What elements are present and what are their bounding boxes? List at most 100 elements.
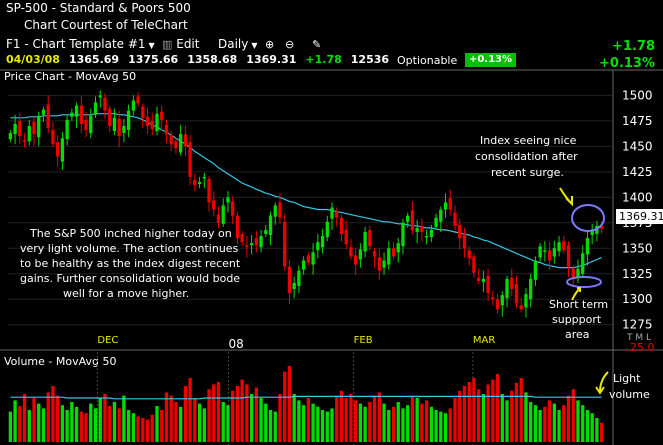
candle-body bbox=[529, 278, 533, 300]
candle-body bbox=[178, 134, 183, 153]
candle-body bbox=[391, 248, 396, 257]
candle-body bbox=[197, 182, 202, 185]
candle-body bbox=[216, 214, 221, 223]
candle-body bbox=[434, 217, 438, 227]
volume-bar bbox=[458, 390, 462, 442]
candle-body bbox=[476, 277, 481, 281]
candle-body bbox=[273, 205, 277, 217]
candle-body bbox=[188, 142, 192, 177]
volume-bar bbox=[495, 374, 500, 442]
volume-bar bbox=[571, 389, 575, 442]
y-tick-label: 1475 bbox=[622, 114, 653, 128]
x-tick-label: DEC bbox=[97, 335, 118, 346]
note-line: Short term bbox=[549, 298, 608, 311]
volume-bar bbox=[330, 408, 334, 442]
volume-bar bbox=[46, 392, 50, 442]
candle-body bbox=[126, 110, 131, 131]
volume-bar bbox=[283, 371, 287, 442]
volume-bar bbox=[117, 408, 121, 442]
candle-body bbox=[491, 297, 495, 300]
volume-bar bbox=[420, 403, 424, 442]
chart-title: SP-500 - Standard & Poors 500 bbox=[6, 1, 191, 15]
draw-tool-button[interactable]: ✎ bbox=[312, 37, 321, 51]
volume-bar bbox=[595, 418, 599, 442]
edit-button[interactable]: ▥ Edit bbox=[162, 37, 199, 51]
candle-body bbox=[410, 210, 415, 230]
candle-body bbox=[65, 119, 69, 140]
volume-bar bbox=[349, 394, 353, 442]
zoom-in-button[interactable]: ⊕ bbox=[265, 37, 274, 51]
volume-bar bbox=[264, 403, 268, 442]
y-tick-label: 1275 bbox=[622, 318, 653, 332]
volume-bar bbox=[368, 402, 372, 442]
volume-bar bbox=[557, 410, 561, 442]
candle-body bbox=[543, 250, 547, 252]
volume-bar bbox=[585, 410, 590, 442]
candle-body bbox=[420, 225, 424, 232]
volume-bar bbox=[37, 403, 41, 442]
volume-bar bbox=[126, 410, 131, 442]
volume-bar bbox=[519, 378, 523, 442]
volume-bar bbox=[27, 410, 31, 442]
candle-body bbox=[538, 246, 542, 258]
period-dropdown[interactable]: Daily ▼ bbox=[218, 37, 258, 51]
candle-body bbox=[377, 257, 381, 271]
volume-bar bbox=[74, 406, 79, 442]
quote-volume: 12536 bbox=[350, 53, 390, 66]
volume-bar bbox=[500, 394, 504, 442]
volume-bar bbox=[439, 411, 443, 442]
candle-body bbox=[547, 250, 552, 261]
volume-bar bbox=[566, 395, 571, 442]
candle-body bbox=[292, 282, 296, 290]
candle-body bbox=[439, 209, 443, 222]
optionable-label: Optionable bbox=[397, 54, 458, 67]
volume-bar bbox=[193, 398, 197, 442]
big-change: +1.78 +0.13% bbox=[599, 38, 655, 72]
volume-bar bbox=[510, 390, 514, 442]
volume-bar bbox=[79, 411, 83, 442]
note-line: The S&P 500 inched higher today on bbox=[29, 227, 232, 240]
candle-body bbox=[202, 176, 206, 179]
candle-body bbox=[268, 215, 273, 236]
candle-body bbox=[122, 125, 126, 134]
candle-body bbox=[443, 202, 448, 210]
volume-bar bbox=[103, 394, 107, 442]
candle-body bbox=[13, 123, 17, 135]
volume-bar bbox=[18, 406, 22, 442]
candle-body bbox=[344, 229, 348, 245]
percent-change-badge: +0.13% bbox=[465, 53, 516, 67]
top-right-annotation: Index seeing nice consolidation after re… bbox=[475, 134, 578, 179]
volume-bar bbox=[174, 402, 178, 442]
candle-body bbox=[207, 178, 211, 203]
candle-body bbox=[108, 108, 112, 126]
volume-bar bbox=[481, 394, 486, 442]
volume-bar bbox=[529, 402, 533, 442]
candle-body bbox=[472, 256, 476, 273]
volume-bar bbox=[358, 403, 363, 442]
volume-bar bbox=[155, 406, 159, 442]
candle-body bbox=[8, 133, 13, 140]
candle-body bbox=[27, 125, 31, 142]
zoom-out-button[interactable]: ⊖ bbox=[285, 37, 294, 51]
volume-bar bbox=[590, 413, 594, 442]
last-price-label: 1369.31 bbox=[619, 210, 663, 223]
candle-body bbox=[254, 238, 258, 246]
template-dropdown[interactable]: F1 - Chart Template #1 ▼ bbox=[6, 37, 155, 51]
y-tick-label: 1350 bbox=[622, 241, 653, 255]
chevron-down-icon: ▼ bbox=[148, 41, 155, 50]
volume-bar bbox=[599, 422, 604, 442]
volume-bar bbox=[429, 406, 434, 442]
candle-body bbox=[221, 205, 225, 224]
volume-bar bbox=[51, 386, 55, 442]
volume-bar bbox=[453, 398, 457, 442]
candle-body bbox=[46, 104, 50, 128]
volume-bar bbox=[533, 405, 538, 442]
volume-bar bbox=[32, 398, 36, 442]
quote-low: 1358.68 bbox=[187, 53, 238, 66]
candle-body bbox=[32, 121, 36, 135]
volume-bar bbox=[505, 400, 509, 442]
candle-body bbox=[354, 255, 358, 265]
candle-body bbox=[368, 229, 372, 247]
candle-body bbox=[70, 112, 74, 117]
volume-annotation: Light volume bbox=[609, 372, 650, 401]
